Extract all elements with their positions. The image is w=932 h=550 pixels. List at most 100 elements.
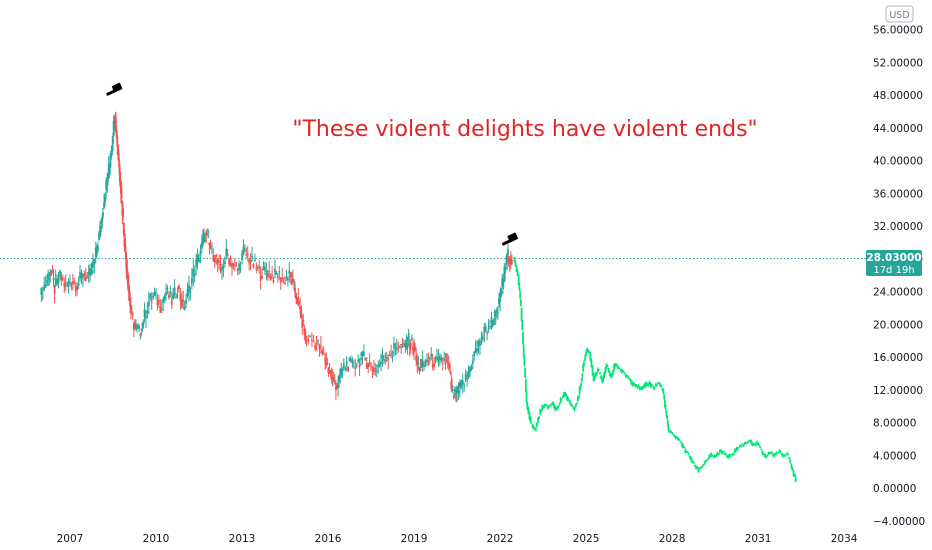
- candle-body: [443, 358, 446, 361]
- candle-body: [489, 325, 491, 328]
- candle-body: [93, 258, 96, 265]
- candle-body: [232, 263, 235, 266]
- candle-body: [715, 454, 718, 457]
- candle-body: [774, 453, 777, 456]
- candle-body: [596, 368, 599, 372]
- candle-body: [538, 416, 541, 419]
- y-axis[interactable]: USD 56.00000 52.00000 48.00000 44.00000 40.0…: [873, 5, 925, 528]
- candle-body: [415, 355, 418, 361]
- candle-body: [246, 254, 249, 256]
- candle-body: [207, 237, 210, 239]
- candle-body: [143, 309, 146, 317]
- candle-body: [44, 284, 47, 288]
- candle-body: [268, 271, 271, 273]
- candle-body: [317, 339, 319, 342]
- candle-body: [635, 385, 638, 387]
- candle-body: [173, 287, 176, 295]
- candle-body: [169, 291, 172, 293]
- candle-body: [621, 370, 624, 372]
- candle-body: [252, 263, 255, 268]
- x-axis[interactable]: 2007 2010 2013 2016 2019 2022 2025 2028 2031 2034: [57, 533, 858, 545]
- candle-body: [556, 406, 559, 411]
- candle-body: [693, 462, 695, 464]
- candle-body: [493, 311, 496, 316]
- candle-body: [618, 367, 621, 369]
- candle-body: [407, 333, 410, 340]
- candle-body: [695, 466, 697, 469]
- candle-body: [204, 240, 207, 242]
- candle-body: [50, 270, 53, 275]
- candle-body: [643, 385, 646, 388]
- candle-body: [641, 387, 643, 390]
- candle-body: [677, 438, 680, 440]
- candle-body: [660, 386, 663, 388]
- candle-body: [43, 285, 46, 290]
- candle-body: [286, 278, 289, 280]
- candle-body: [341, 368, 344, 372]
- candle-body: [675, 436, 678, 438]
- currency-button[interactable]: [885, 5, 914, 23]
- candle-body: [394, 347, 397, 349]
- candle-body: [413, 346, 415, 353]
- candle-body: [707, 459, 709, 461]
- candle-body: [371, 366, 374, 369]
- candle-body: [276, 276, 279, 278]
- annotation-text: "These violent delights have violent end…: [292, 117, 757, 142]
- candle-body: [684, 449, 687, 454]
- y-tick-label: 4.00000: [873, 450, 916, 462]
- candle-body: [162, 298, 165, 303]
- candle-body: [457, 390, 460, 394]
- candle-body: [192, 269, 195, 277]
- candle-body: [73, 281, 76, 283]
- candle-body: [176, 294, 179, 296]
- candle-body: [691, 460, 694, 464]
- candle-body: [133, 324, 136, 328]
- candle-body: [471, 360, 474, 365]
- candle-body: [414, 346, 417, 350]
- candle-body: [646, 383, 649, 386]
- candle-body: [175, 296, 177, 298]
- candle-body: [380, 361, 382, 364]
- candle-body: [109, 162, 112, 167]
- candle-body: [785, 454, 787, 456]
- candle-body: [734, 448, 737, 452]
- candle-body: [336, 385, 338, 388]
- candle-body: [288, 270, 291, 275]
- candle-body: [150, 300, 153, 302]
- candle-body: [135, 325, 137, 327]
- candle-body: [335, 386, 337, 391]
- candle-body: [92, 261, 94, 268]
- candle-body: [416, 359, 419, 365]
- candle-body: [342, 363, 345, 368]
- candle-body: [642, 386, 644, 389]
- candle-body: [129, 298, 132, 307]
- candle-body: [612, 370, 614, 374]
- candle-body: [608, 371, 611, 376]
- candle-body: [228, 259, 231, 265]
- candle-body: [236, 268, 239, 271]
- candle-body: [520, 307, 523, 321]
- candle-body: [375, 370, 378, 372]
- candle-body: [561, 396, 564, 399]
- candle-body: [304, 330, 307, 335]
- candle-body: [761, 451, 764, 454]
- candle-body: [149, 294, 152, 299]
- candle-body: [126, 268, 129, 279]
- candle-body: [686, 452, 689, 454]
- candle-body: [788, 457, 791, 459]
- candle-body: [676, 437, 679, 440]
- candle-body: [321, 350, 324, 354]
- candle-body: [694, 465, 696, 467]
- candle-body: [54, 278, 57, 286]
- candle-body: [543, 404, 546, 408]
- candle-body: [339, 368, 342, 376]
- candle-body: [109, 155, 112, 160]
- candle-body: [516, 270, 519, 277]
- candle-body: [522, 344, 525, 358]
- candle-body: [685, 451, 688, 453]
- candle-body: [103, 202, 105, 209]
- candle-body: [607, 368, 610, 372]
- candle-body: [127, 284, 130, 293]
- candle-body: [98, 232, 100, 241]
